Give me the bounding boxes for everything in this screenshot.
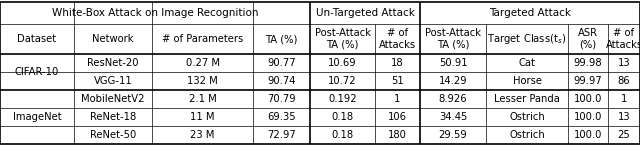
Text: 90.74: 90.74 <box>268 76 296 86</box>
Text: White-Box Attack on Image Recognition: White-Box Attack on Image Recognition <box>52 8 259 18</box>
Text: 2.1 M: 2.1 M <box>189 94 216 104</box>
Text: 132 M: 132 M <box>187 76 218 86</box>
Text: ASR
(%): ASR (%) <box>578 28 598 50</box>
Text: Network: Network <box>92 34 134 44</box>
Text: 29.59: 29.59 <box>438 130 467 140</box>
Text: 51: 51 <box>391 76 404 86</box>
Text: 0.18: 0.18 <box>332 130 353 140</box>
Text: 0.192: 0.192 <box>328 94 357 104</box>
Text: 70.79: 70.79 <box>267 94 296 104</box>
Text: 99.98: 99.98 <box>573 58 602 68</box>
Text: VGG-11: VGG-11 <box>93 76 132 86</box>
Text: ReNet-18: ReNet-18 <box>90 112 136 122</box>
Text: 8.926: 8.926 <box>438 94 467 104</box>
Text: 11 M: 11 M <box>190 112 215 122</box>
Text: Target Class(t$_s$): Target Class(t$_s$) <box>487 32 566 46</box>
Text: Dataset: Dataset <box>17 34 56 44</box>
Text: # of Parameters: # of Parameters <box>162 34 243 44</box>
Text: 10.72: 10.72 <box>328 76 357 86</box>
Text: 1: 1 <box>394 94 401 104</box>
Text: 100.0: 100.0 <box>574 130 602 140</box>
Text: 0.27 M: 0.27 M <box>186 58 220 68</box>
Text: 180: 180 <box>388 130 407 140</box>
Text: CIFAR-10: CIFAR-10 <box>15 67 59 77</box>
Text: Horse: Horse <box>513 76 541 86</box>
Text: Cat: Cat <box>518 58 536 68</box>
Text: Ostrich: Ostrich <box>509 112 545 122</box>
Text: 13: 13 <box>618 112 630 122</box>
Text: Un-Targeted Attack: Un-Targeted Attack <box>316 8 415 18</box>
Text: Targeted Attack: Targeted Attack <box>489 8 571 18</box>
Text: 10.69: 10.69 <box>328 58 357 68</box>
Text: 86: 86 <box>618 76 630 86</box>
Text: 14.29: 14.29 <box>438 76 467 86</box>
Text: ReNet-50: ReNet-50 <box>90 130 136 140</box>
Text: 18: 18 <box>391 58 404 68</box>
Text: 1: 1 <box>621 94 627 104</box>
Text: # of
Attacks: # of Attacks <box>379 28 416 50</box>
Text: 13: 13 <box>618 58 630 68</box>
Text: 99.97: 99.97 <box>573 76 602 86</box>
Text: 100.0: 100.0 <box>574 112 602 122</box>
Text: Post-Attack
TA (%): Post-Attack TA (%) <box>425 28 481 50</box>
Text: 90.77: 90.77 <box>267 58 296 68</box>
Text: 106: 106 <box>388 112 407 122</box>
Text: 25: 25 <box>618 130 630 140</box>
Text: TA (%): TA (%) <box>266 34 298 44</box>
Text: 50.91: 50.91 <box>438 58 467 68</box>
Text: Ostrich: Ostrich <box>509 130 545 140</box>
Text: 0.18: 0.18 <box>332 112 353 122</box>
Text: 100.0: 100.0 <box>574 94 602 104</box>
Text: 69.35: 69.35 <box>267 112 296 122</box>
Text: Lesser Panda: Lesser Panda <box>494 94 560 104</box>
Text: 23 M: 23 M <box>190 130 214 140</box>
Text: 34.45: 34.45 <box>439 112 467 122</box>
Text: # of
Attacks: # of Attacks <box>605 28 640 50</box>
Text: ResNet-20: ResNet-20 <box>87 58 139 68</box>
Text: Post-Attack
TA (%): Post-Attack TA (%) <box>314 28 371 50</box>
Text: ImageNet: ImageNet <box>13 112 61 122</box>
Text: MobileNetV2: MobileNetV2 <box>81 94 145 104</box>
Text: 72.97: 72.97 <box>267 130 296 140</box>
